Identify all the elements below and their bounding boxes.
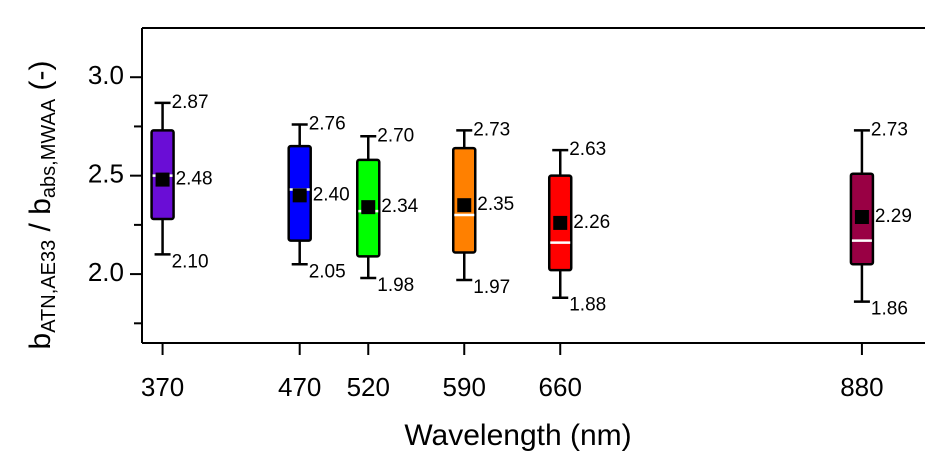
mean-label: 2.29: [875, 206, 912, 227]
min-label: 1.97: [473, 277, 510, 298]
max-label: 2.70: [377, 125, 414, 146]
mean-marker: [155, 172, 170, 187]
x-tick-label: 470: [278, 372, 321, 402]
x-tick-label: 880: [840, 372, 883, 402]
mean-label: 2.48: [176, 169, 213, 190]
max-label: 2.73: [871, 119, 908, 140]
y-axis-title: bATN,AE33 / babs,MWAA (-): [24, 61, 60, 350]
min-label: 1.88: [569, 295, 606, 316]
max-label: 2.63: [569, 139, 606, 160]
max-label: 2.87: [172, 92, 209, 113]
mean-marker: [292, 188, 307, 203]
max-label: 2.76: [309, 113, 346, 134]
mean-marker: [553, 215, 568, 230]
x-tick-label: 660: [539, 372, 582, 402]
y-title-sub: abs,MWAA: [38, 98, 60, 198]
mean-label: 2.40: [313, 184, 350, 205]
mean-label: 2.35: [477, 194, 514, 215]
mean-label: 2.26: [573, 212, 610, 233]
x-tick-label: 590: [443, 372, 486, 402]
max-label: 2.73: [473, 119, 510, 140]
x-tick-label: 370: [141, 372, 184, 402]
mean-marker: [361, 200, 376, 215]
y-title-part: (-): [24, 61, 57, 99]
min-label: 2.05: [309, 261, 346, 282]
y-title-sub: ATN,AE33: [38, 240, 60, 333]
y-tick-label: 3.0: [88, 60, 124, 90]
mean-marker: [854, 210, 869, 224]
y-title-part: b: [24, 333, 57, 350]
y-tick-label: 2.0: [88, 257, 124, 287]
mean-marker: [457, 198, 472, 213]
y-tick-label: 2.5: [88, 159, 124, 189]
x-axis-title: Wavelength (nm): [404, 419, 631, 452]
x-tick-label: 520: [347, 372, 390, 402]
mean-label: 2.34: [381, 196, 418, 217]
min-label: 1.98: [377, 275, 414, 296]
min-label: 2.10: [172, 251, 209, 272]
y-title-part: / b: [24, 198, 57, 240]
min-label: 1.86: [871, 299, 908, 320]
